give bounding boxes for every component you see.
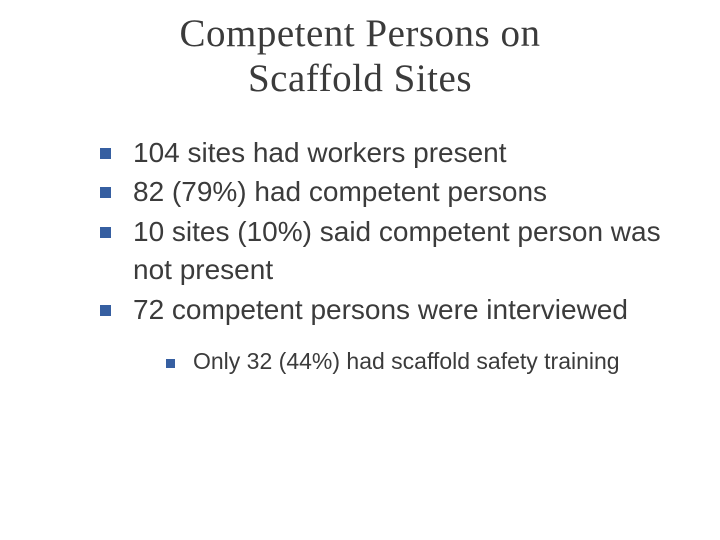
- square-bullet-icon: [100, 148, 111, 159]
- slide-title: Competent Persons on Scaffold Sites: [0, 12, 720, 102]
- list-item: 72 competent persons were interviewed: [100, 291, 680, 329]
- title-line-1: Competent Persons on: [180, 12, 541, 55]
- bullet-list: 104 sites had workers present 82 (79%) h…: [0, 134, 720, 377]
- bullet-text: 10 sites (10%) said competent person was…: [133, 213, 680, 289]
- title-line-2: Scaffold Sites: [248, 57, 472, 100]
- sub-bullet-list: Only 32 (44%) had scaffold safety traini…: [100, 347, 680, 377]
- list-item: 10 sites (10%) said competent person was…: [100, 213, 680, 289]
- bullet-text: 82 (79%) had competent persons: [133, 173, 547, 211]
- square-bullet-icon: [100, 187, 111, 198]
- square-bullet-icon: [100, 227, 111, 238]
- sub-list-item: Only 32 (44%) had scaffold safety traini…: [166, 347, 680, 377]
- list-item: 82 (79%) had competent persons: [100, 173, 680, 211]
- square-bullet-icon: [166, 359, 175, 368]
- sub-bullet-text: Only 32 (44%) had scaffold safety traini…: [193, 347, 620, 377]
- slide: Competent Persons on Scaffold Sites 104 …: [0, 0, 720, 540]
- bullet-text: 104 sites had workers present: [133, 134, 507, 172]
- list-item: 104 sites had workers present: [100, 134, 680, 172]
- bullet-text: 72 competent persons were interviewed: [133, 291, 628, 329]
- square-bullet-icon: [100, 305, 111, 316]
